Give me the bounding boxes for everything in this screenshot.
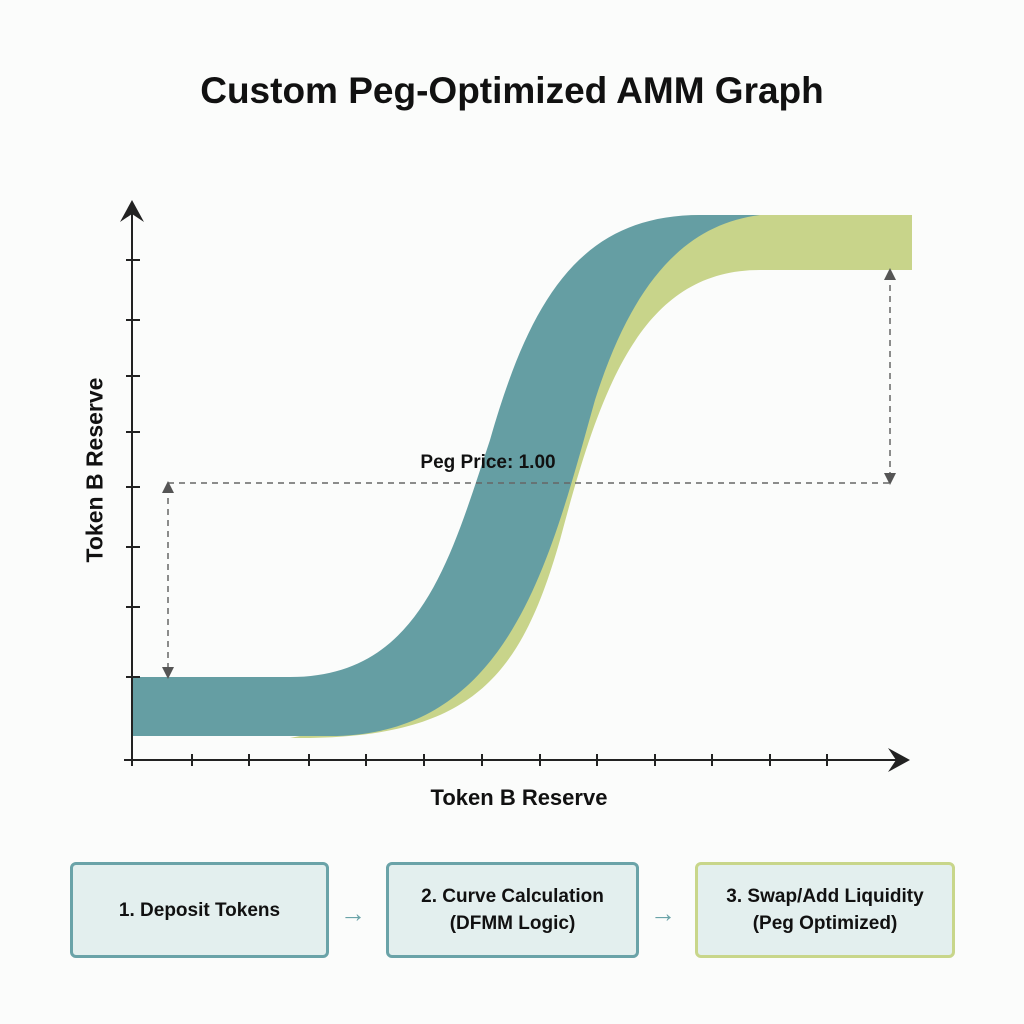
y-axis-label: Token B Reserve xyxy=(81,377,108,563)
peg-guides xyxy=(162,268,896,679)
step-label: 2. Curve Calculation xyxy=(421,886,604,907)
step-deposit-tokens: 1. Deposit Tokens xyxy=(70,862,329,958)
peg-price-label: Peg Price: 1.00 xyxy=(420,452,556,473)
x-axis-label: Token B Reserve xyxy=(430,785,608,810)
standard-curve-band xyxy=(132,215,760,736)
y-axis xyxy=(120,200,144,765)
step-curve-calculation: 2. Curve Calculation (DFMM Logic) xyxy=(386,862,639,958)
arrow-right-icon: → xyxy=(650,898,676,928)
x-axis xyxy=(124,748,910,772)
page-title: Custom Peg-Optimized AMM Graph xyxy=(200,70,824,111)
step-label: 1. Deposit Tokens xyxy=(118,899,281,921)
step-sublabel: (DFMM Logic) xyxy=(449,913,576,934)
step-label: 3. Swap/Add Liquidity xyxy=(726,886,924,907)
step-swap-add-liquidity: 3. Swap/Add Liquidity (Peg Optimized) xyxy=(695,862,955,958)
arrow-right-icon: → xyxy=(340,898,366,928)
step-sublabel: (Peg Optimized) xyxy=(752,913,898,934)
